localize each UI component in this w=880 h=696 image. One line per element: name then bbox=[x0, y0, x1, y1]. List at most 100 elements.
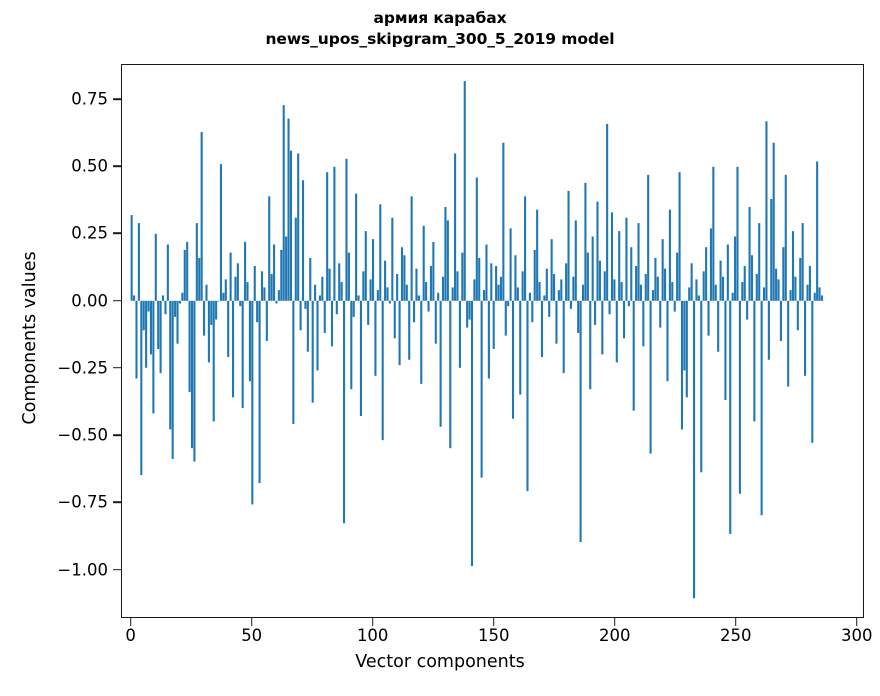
bar bbox=[133, 295, 136, 301]
bar bbox=[743, 265, 746, 301]
bar bbox=[598, 260, 601, 301]
bar bbox=[282, 105, 285, 301]
bar bbox=[287, 118, 290, 301]
bar bbox=[427, 300, 430, 312]
bar bbox=[552, 274, 556, 301]
bar bbox=[574, 220, 577, 301]
bar bbox=[277, 290, 280, 301]
bar bbox=[690, 263, 693, 301]
bar bbox=[347, 252, 350, 301]
bar bbox=[577, 300, 580, 333]
bar bbox=[770, 198, 773, 301]
bar bbox=[367, 300, 370, 325]
bar bbox=[731, 292, 734, 301]
bar bbox=[480, 300, 483, 478]
bar bbox=[787, 300, 790, 387]
bar bbox=[258, 300, 261, 484]
bar bbox=[524, 196, 527, 301]
bar bbox=[432, 241, 435, 301]
bar bbox=[707, 300, 710, 336]
bar bbox=[289, 150, 293, 301]
bar bbox=[268, 196, 271, 301]
bar bbox=[801, 223, 804, 301]
bar bbox=[195, 223, 198, 301]
bar bbox=[695, 279, 698, 301]
bar bbox=[413, 300, 416, 323]
y-axis-ticks: 0.75 0.50 0.25 0.00 −0.25 −0.50 −0.75 −1.00 bbox=[0, 0, 108, 696]
bar bbox=[635, 265, 638, 301]
y-tick-label: −0.25 bbox=[57, 358, 108, 378]
bar bbox=[297, 153, 300, 301]
bar bbox=[186, 241, 189, 301]
bar bbox=[543, 295, 546, 301]
bar bbox=[516, 287, 519, 301]
bar bbox=[306, 300, 309, 352]
bar bbox=[178, 300, 181, 304]
bar bbox=[458, 300, 461, 368]
bar bbox=[449, 300, 452, 449]
chart-title-line-1: армия карабах bbox=[373, 9, 507, 27]
bar bbox=[514, 255, 517, 301]
bar bbox=[403, 255, 406, 301]
x-tick-mark bbox=[492, 618, 495, 626]
bar-series bbox=[130, 81, 824, 599]
bar bbox=[285, 236, 288, 301]
bar bbox=[181, 292, 184, 301]
bar bbox=[301, 180, 305, 301]
bar bbox=[531, 300, 534, 323]
bar bbox=[697, 295, 700, 301]
x-tick-mark bbox=[734, 618, 737, 626]
bar bbox=[620, 282, 623, 301]
x-tick-label: 50 bbox=[241, 626, 263, 645]
bar bbox=[410, 196, 413, 301]
x-tick-label: 0 bbox=[125, 626, 136, 645]
bar bbox=[352, 300, 355, 317]
bar bbox=[335, 300, 338, 315]
bar bbox=[330, 300, 334, 347]
bar bbox=[478, 257, 481, 301]
y-tick-mark bbox=[113, 98, 121, 100]
bar bbox=[678, 172, 681, 301]
bar bbox=[396, 274, 399, 301]
x-tick-mark bbox=[855, 618, 858, 626]
bar bbox=[164, 300, 167, 315]
chart-title: армия карабах news_upos_skipgram_300_5_2… bbox=[0, 8, 880, 50]
bar bbox=[719, 260, 722, 301]
bar bbox=[627, 300, 630, 307]
bar bbox=[161, 295, 165, 301]
bar bbox=[147, 300, 150, 312]
bar bbox=[381, 300, 384, 441]
bar bbox=[717, 300, 720, 352]
bar bbox=[504, 300, 507, 336]
bar bbox=[779, 300, 782, 341]
bar bbox=[265, 300, 268, 341]
bar bbox=[692, 300, 696, 599]
bar bbox=[608, 300, 611, 315]
bar bbox=[666, 300, 669, 382]
y-tick-mark bbox=[113, 232, 121, 235]
bar bbox=[135, 300, 138, 379]
bar bbox=[483, 290, 486, 301]
bar bbox=[712, 166, 715, 301]
bar bbox=[818, 287, 821, 301]
bar bbox=[603, 271, 606, 301]
bar bbox=[676, 252, 679, 301]
bar bbox=[236, 263, 239, 301]
y-tick-mark bbox=[113, 165, 121, 167]
bar bbox=[217, 300, 220, 302]
bar bbox=[229, 252, 232, 301]
bar bbox=[429, 265, 433, 301]
bar bbox=[203, 300, 206, 336]
bar bbox=[159, 300, 162, 374]
bar bbox=[357, 295, 360, 301]
bar bbox=[639, 284, 642, 301]
x-tick-mark bbox=[371, 618, 374, 626]
bar bbox=[490, 263, 493, 301]
bar bbox=[799, 257, 802, 301]
bar bbox=[343, 300, 346, 524]
y-tick-mark bbox=[113, 568, 121, 571]
bar bbox=[470, 300, 474, 567]
bar bbox=[820, 295, 824, 301]
bar bbox=[260, 271, 264, 301]
bar bbox=[408, 300, 411, 360]
